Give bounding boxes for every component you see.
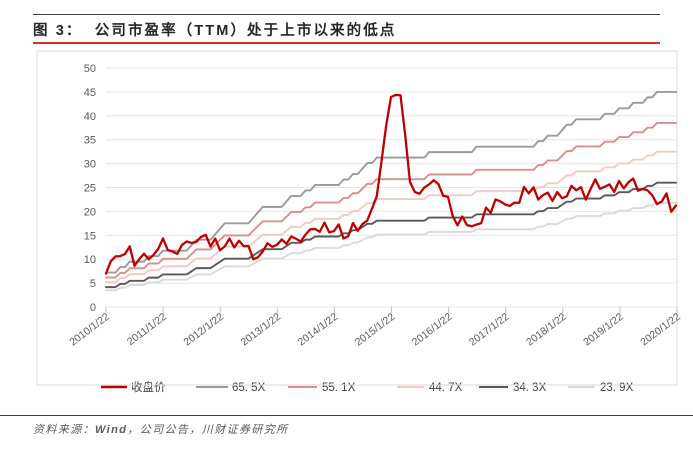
- svg-text:2015/1/22: 2015/1/22: [353, 311, 398, 349]
- svg-text:0: 0: [90, 302, 96, 314]
- svg-text:2010/1/22: 2010/1/22: [67, 311, 112, 349]
- svg-text:2016/1/22: 2016/1/22: [410, 311, 455, 349]
- svg-text:2019/1/22: 2019/1/22: [581, 311, 626, 349]
- svg-text:2018/1/22: 2018/1/22: [524, 311, 569, 349]
- svg-text:15: 15: [84, 230, 96, 242]
- svg-text:2011/1/22: 2011/1/22: [125, 311, 169, 348]
- svg-text:2017/1/22: 2017/1/22: [467, 311, 512, 349]
- svg-text:2012/1/22: 2012/1/22: [181, 311, 226, 349]
- svg-text:2014/1/22: 2014/1/22: [296, 311, 341, 349]
- svg-text:5: 5: [90, 278, 96, 290]
- svg-text:45: 45: [84, 87, 96, 99]
- svg-text:35: 35: [84, 135, 96, 147]
- svg-text:2013/1/22: 2013/1/22: [239, 311, 284, 349]
- svg-text:25: 25: [84, 183, 96, 195]
- svg-text:40: 40: [84, 111, 96, 123]
- svg-text:20: 20: [84, 206, 96, 218]
- svg-text:2020/1/22: 2020/1/22: [638, 311, 683, 349]
- svg-text:50: 50: [84, 63, 96, 75]
- svg-text:10: 10: [84, 254, 96, 266]
- svg-text:30: 30: [84, 159, 96, 171]
